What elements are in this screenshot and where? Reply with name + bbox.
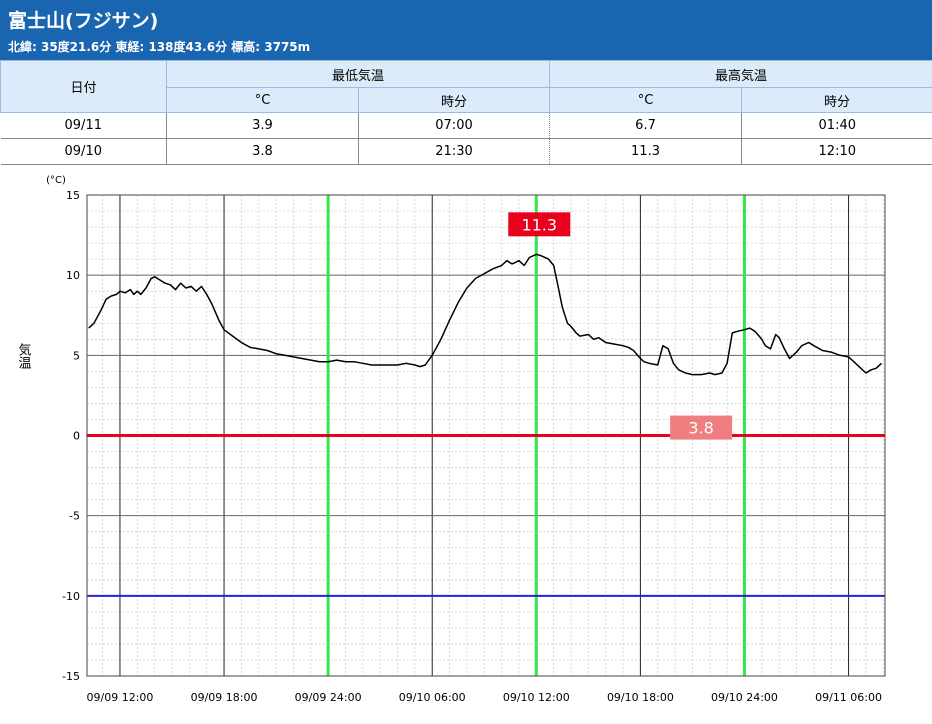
x-tick-label: 09/09 18:00 xyxy=(191,691,258,704)
min-celsius-header: °C xyxy=(166,87,359,113)
x-tick-label: 09/10 18:00 xyxy=(607,691,674,704)
max-temp-header: 最高気温 xyxy=(549,60,932,88)
row-min-time: 21:30 xyxy=(358,138,551,165)
y-tick-label: -10 xyxy=(62,590,80,603)
annotation-label: 3.8 xyxy=(688,419,713,438)
y-tick-label: 5 xyxy=(73,349,80,362)
y-tick-label: 0 xyxy=(73,430,80,443)
max-celsius-header: °C xyxy=(549,87,743,113)
min-time-header: 時分 xyxy=(357,87,551,113)
table-row: 09/11 3.9 07:00 6.7 01:40 xyxy=(0,112,932,139)
station-header: 富士山(フジサン) 北緯: 35度21.6分 東経: 138度43.6分 標高:… xyxy=(0,0,932,60)
annotations: 11.3 3.8 xyxy=(508,212,733,440)
annotation-box xyxy=(508,212,571,237)
row-date: 09/11 xyxy=(0,112,167,139)
date-column-header: 日付 xyxy=(0,60,167,113)
y-tick-label: -5 xyxy=(69,510,80,523)
row-max-time: 12:10 xyxy=(741,138,932,165)
temperature-summary-table: 日付 最低気温 最高気温 °C 時分 °C 時分 09/11 3.9 07:00… xyxy=(0,60,932,165)
x-tick-label: 09/09 24:00 xyxy=(295,691,362,704)
temperature-series-line xyxy=(88,253,883,376)
row-max-celsius: 11.3 xyxy=(549,138,743,165)
station-location: 北緯: 35度21.6分 東経: 138度43.6分 標高: 3775m xyxy=(8,40,311,54)
row-min-celsius: 3.8 xyxy=(166,138,359,165)
min-temp-header: 最低気温 xyxy=(165,60,551,88)
row-date: 09/10 xyxy=(0,138,167,165)
max-time-header: 時分 xyxy=(741,87,932,113)
plot-frame xyxy=(86,194,886,677)
x-tick-label: 09/11 06:00 xyxy=(815,691,882,704)
y-axis-unit: (°C) xyxy=(46,175,66,186)
annotation-box xyxy=(670,415,733,440)
y-tick-label: 10 xyxy=(66,269,80,282)
row-max-celsius: 6.7 xyxy=(549,112,743,139)
reference-lines xyxy=(87,195,885,676)
row-min-celsius: 3.9 xyxy=(166,112,359,139)
x-axis-ticks: 09/09 12:00 09/09 18:00 09/09 24:00 09/10 0… xyxy=(87,691,883,704)
x-tick-label: 09/09 12:00 xyxy=(87,691,154,704)
table-row: 09/10 3.8 21:30 11.3 12:10 xyxy=(0,138,932,165)
x-tick-label: 09/10 06:00 xyxy=(399,691,466,704)
row-max-time: 01:40 xyxy=(741,112,932,139)
y-axis-ticks: 15 10 5 0 -5 -10 -15 xyxy=(62,189,80,683)
x-tick-label: 09/10 24:00 xyxy=(711,691,778,704)
y-tick-label: -15 xyxy=(62,670,80,683)
annotation-label: 11.3 xyxy=(521,215,557,234)
row-min-time: 07:00 xyxy=(358,112,551,139)
y-axis-label: 気温 xyxy=(16,342,32,369)
x-tick-label: 09/10 12:00 xyxy=(503,691,570,704)
y-tick-label: 15 xyxy=(66,189,80,202)
station-title: 富士山(フジサン) xyxy=(8,10,159,32)
